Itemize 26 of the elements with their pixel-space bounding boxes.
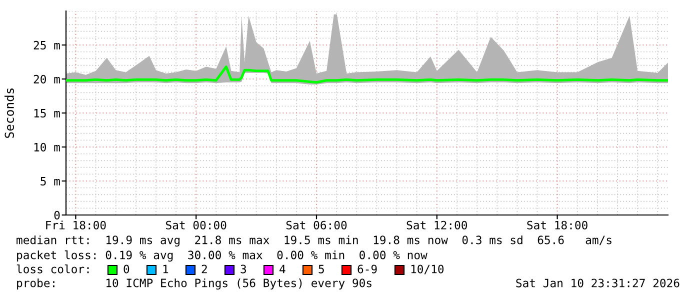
x-tick-label: Sat 12:00	[406, 220, 468, 230]
legend-label: 2	[202, 264, 207, 274]
text: Sat Jan 10 23:31:27 2026	[516, 278, 680, 288]
legend-label: 5	[318, 264, 324, 274]
x-tick-label: Sat 18:00	[527, 220, 588, 230]
y-tick-label: 5 m	[40, 177, 60, 186]
text: packet loss: 0.19 % avg 30.00 % max 0.00 % min 0.00 % now	[17, 250, 428, 262]
x-tick-label: Sat 00:00	[166, 220, 226, 230]
legend-title: loss color:	[16, 264, 89, 274]
legend-label: 0	[124, 264, 130, 274]
legend-label: 6-9	[358, 264, 377, 274]
y-tick-label: 10 m	[34, 142, 60, 152]
y-tick-label: 20 m	[34, 74, 60, 84]
y-tick-label: 0	[54, 210, 60, 220]
text: probe: 10 ICMP Echo Pings (56 Bytes) every 90s	[17, 278, 372, 290]
legend-label: 4	[280, 264, 286, 274]
x-tick-label: Sat 06:00	[286, 220, 347, 230]
y-tick-label: 25 m	[34, 40, 60, 50]
legend-label: 1	[163, 264, 168, 274]
legend-label: 10/10	[411, 264, 444, 274]
legend-label: 3	[240, 264, 246, 274]
y-tick-label: 15 m	[34, 109, 60, 118]
text: median rtt: 19.9 ms avg 21.8 ms max 19.5 ms min 19.8 ms now 0.3 ms sd 65.6 am/s	[16, 235, 612, 247]
y-axis-title: Seconds	[4, 88, 14, 138]
x-tick-label: Fri 18:00	[46, 220, 106, 230]
line-series	[66, 66, 668, 84]
